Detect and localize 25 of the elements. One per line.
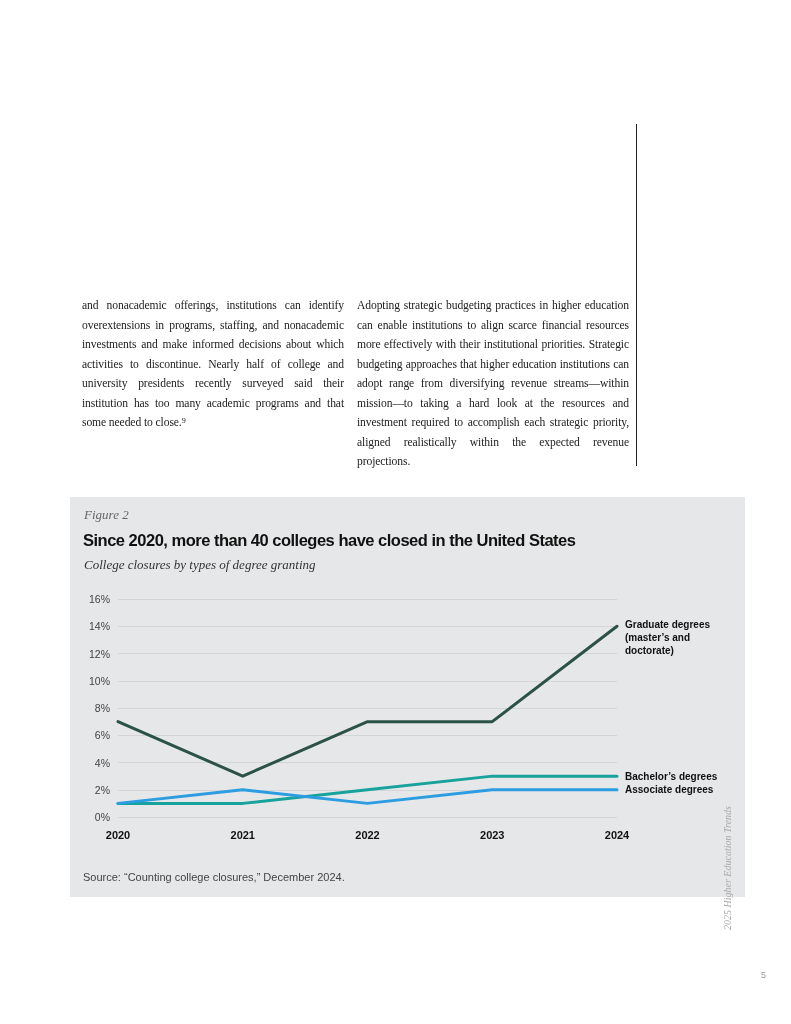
y-tick-label: 10% (88, 674, 110, 687)
series-label: Graduate degrees (master’s and doctorate) (625, 619, 713, 657)
y-tick-label: 0% (94, 811, 110, 823)
y-tick-label: 14% (88, 620, 110, 633)
series-label: Bachelor’s degrees (625, 770, 718, 782)
x-tick-label: 2021 (230, 828, 255, 841)
chart-subtitle: College closures by types of degree granting (84, 557, 316, 573)
x-tick-label: 2022 (355, 828, 380, 841)
source-note: Source: “Counting college closures,” December 2024. (83, 871, 345, 883)
text: 2025 Higher Education Trends (722, 806, 733, 930)
text: Adopting strategic budgeting practices in higher education can enable institutions to align scarce financial resources more effectively with their institutional priorities. Strategic budgeting approaches that higher education institutions can adopt range from diversifying revenue streams—within mission—to taking a hard look at the resources and investment required to accomplish each strategic priority, aligned realistically within the expected revenue projections. (357, 299, 629, 468)
y-tick-label: 8% (94, 702, 110, 714)
x-tick-label: 2024 (604, 828, 631, 841)
y-tick-label: 12% (88, 647, 110, 660)
y-tick-label: 2% (94, 783, 110, 796)
y-tick-label: 6% (94, 729, 110, 742)
y-tick-label: 16% (88, 593, 110, 605)
caption: Figure 2 (84, 507, 129, 523)
chart-title: Since 2020, more than 40 colleges have closed in the United States (83, 531, 576, 550)
series-label: Associate degrees (625, 784, 714, 796)
x-tick-label: 2023 (480, 828, 505, 841)
text: and nonacademic offerings, institutions can identify overextensions in programs, staffing, and nonacademic investments and make informed decisions about which activities to discontinue. Nearly half of college and university presidents recently surveyed said their institution has too many academic programs and that some needed to close.⁹ (82, 298, 344, 431)
text: 5 (761, 970, 767, 980)
x-tick-label: 2020 (105, 828, 131, 841)
y-tick-label: 4% (94, 756, 110, 769)
